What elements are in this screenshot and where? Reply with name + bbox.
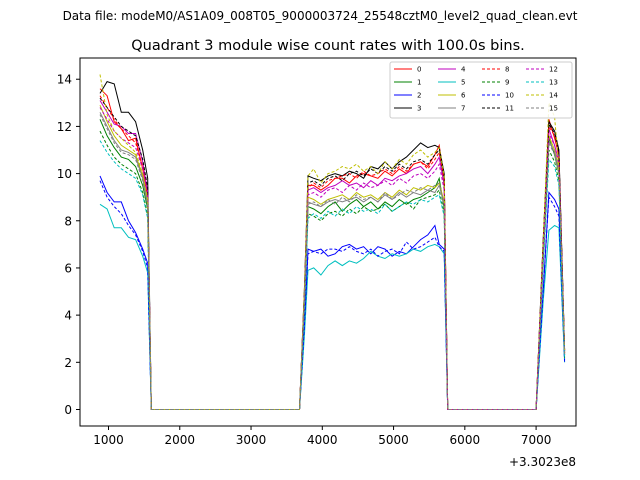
legend-label-10: 10 xyxy=(505,92,514,100)
y-tick-label: 4 xyxy=(64,309,72,323)
y-tick-label: 6 xyxy=(64,261,72,275)
series-line-8 xyxy=(99,95,566,410)
legend-label-14: 14 xyxy=(549,92,558,100)
legend-label-9: 9 xyxy=(505,79,509,87)
legend-label-12: 12 xyxy=(549,66,558,74)
series-line-9 xyxy=(99,130,566,410)
x-tick-label: 1000 xyxy=(93,433,124,447)
chart-title: Quadrant 3 module wise count rates with … xyxy=(131,38,525,54)
x-axis: 1000 2000 3000 4000 5000 6000 7000 xyxy=(93,426,551,447)
y-tick-label: 8 xyxy=(64,214,72,228)
legend-label-7: 7 xyxy=(461,105,465,113)
legend-label-1: 1 xyxy=(417,79,421,87)
x-tick-label: 7000 xyxy=(521,433,552,447)
series-line-7 xyxy=(99,112,566,410)
x-tick-label: 2000 xyxy=(164,433,195,447)
legend-label-8: 8 xyxy=(505,66,509,74)
x-tick-label: 5000 xyxy=(378,433,409,447)
legend-label-5: 5 xyxy=(461,79,465,87)
y-tick-label: 14 xyxy=(57,73,72,87)
series-line-14 xyxy=(99,74,566,410)
legend-label-2: 2 xyxy=(417,92,421,100)
legend-label-3: 3 xyxy=(417,105,421,113)
legend-label-11: 11 xyxy=(505,105,514,113)
series-line-10 xyxy=(99,180,566,410)
series-line-15 xyxy=(99,114,566,410)
legend-label-13: 13 xyxy=(549,79,558,87)
series-line-1 xyxy=(99,119,566,410)
legend-label-4: 4 xyxy=(461,66,466,74)
legend-box xyxy=(389,61,573,119)
legend-label-6: 6 xyxy=(461,92,466,100)
y-tick-label: 2 xyxy=(64,356,72,370)
series-line-11 xyxy=(99,97,566,410)
legend-label-0: 0 xyxy=(417,66,421,74)
series-line-3 xyxy=(99,81,566,410)
x-tick-label: 4000 xyxy=(307,433,338,447)
data-file-label: Data file: modeM0/AS1A09_008T05_90000037… xyxy=(63,9,578,23)
y-tick-label: 12 xyxy=(57,120,72,134)
axes-frame xyxy=(79,57,577,427)
x-tick-label: 6000 xyxy=(450,433,481,447)
legend-label-15: 15 xyxy=(549,105,558,113)
series-line-6 xyxy=(99,105,566,410)
series-lines xyxy=(99,74,566,410)
y-tick-label: 10 xyxy=(57,167,72,181)
y-axis: 0 2 4 6 8 10 12 14 xyxy=(57,73,80,417)
series-line-12 xyxy=(99,107,566,410)
series-line-2 xyxy=(99,175,566,410)
series-line-5 xyxy=(99,203,566,410)
y-tick-label: 0 xyxy=(64,403,72,417)
x-tick-label: 3000 xyxy=(236,433,267,447)
x-axis-offset-label: +3.3023e8 xyxy=(509,455,576,469)
